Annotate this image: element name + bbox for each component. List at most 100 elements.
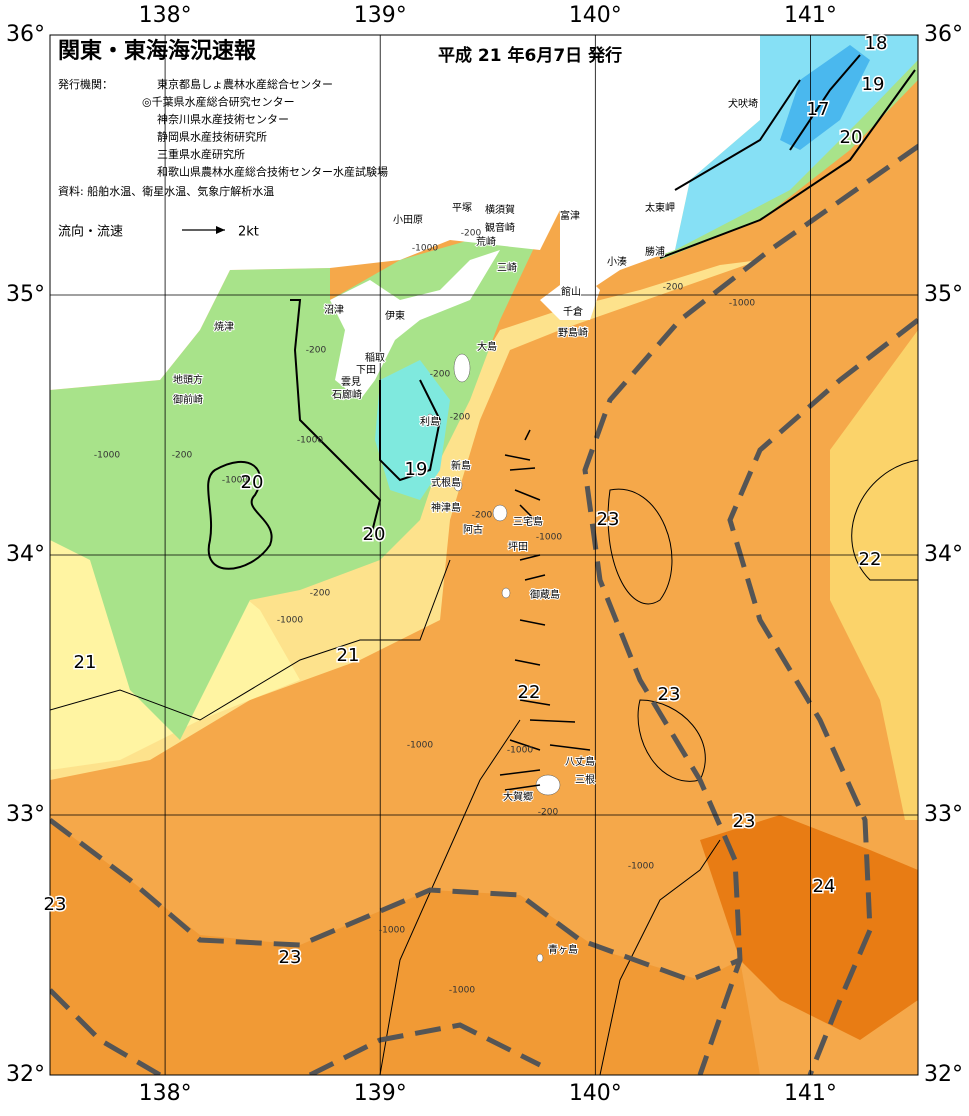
depth-label: -200 [472,511,493,521]
depth-label: -1000 [94,451,120,461]
lon-label-bottom: 138° [139,1081,192,1106]
place-name: 焼津 [214,321,234,333]
depth-label: -200 [430,370,451,380]
lat-label-right: 35° [924,282,963,307]
depth-label: -1000 [412,244,438,254]
place-name: 三根 [575,773,595,786]
depth-label: -1000 [379,926,405,936]
depth-label: -1000 [628,862,654,872]
lat-label-left: 32° [6,1062,45,1087]
depth-label: -200 [538,808,559,818]
place-name: 利島 [420,415,440,428]
legend-label: 流向・流速 [58,224,123,240]
place-name: 大賀郷 [503,790,533,803]
isotherm-label: 24 [813,876,836,897]
lat-label-right: 33° [924,802,963,827]
isotherm-label: 21 [337,645,360,666]
place-name: 御蔵島 [530,588,560,601]
place-name: 御前崎 [173,393,203,406]
publisher: 三重県水産研究所 [157,147,245,161]
lat-label-left: 33° [6,802,45,827]
legend-arrowhead [216,226,225,234]
place-name: 千倉 [563,305,583,318]
place-name: 野島崎 [558,326,588,339]
lon-label-top: 141° [784,3,837,28]
place-name: 犬吠埼 [728,97,758,110]
place-name: 平塚 [452,202,472,214]
lat-label-right: 36° [924,22,963,47]
depth-label: -200 [663,283,684,293]
place-name: 富津 [560,209,580,222]
place-name: 三崎 [497,261,517,274]
isotherm-label: 23 [733,811,756,832]
isotherm-label: 23 [44,894,67,915]
publisher: 和歌山県農林水産総合技術センター水産試験場 [157,165,388,179]
depth-label: -1000 [297,436,323,446]
isotherm-label: 19 [862,74,885,95]
depth-label: -1000 [277,616,303,626]
lon-label-top: 139° [354,3,407,28]
lat-label-left: 34° [6,542,45,567]
place-name: 稲取 [365,352,385,364]
lon-label-top: 140° [569,3,622,28]
isotherm-label: 22 [518,682,541,703]
place-name: 石廊崎 [332,388,362,401]
publisher: 静岡県水産技術研究所 [157,130,267,144]
publisher: ◎千葉県水産総合研究センター [142,95,295,109]
place-name: 伊東 [385,309,405,322]
place-name: 坪田 [508,540,528,553]
place-name: 小田原 [393,214,423,226]
lat-label-right: 34° [924,542,963,567]
place-name: 八丈島 [565,755,595,768]
depth-label: -200 [450,413,471,423]
place-name: 阿古 [463,523,483,536]
depth-label: -1000 [507,746,533,756]
place-name: 勝浦 [645,245,665,258]
issue-date: 平成 21 年6月7日 発行 [438,45,622,66]
place-name: 地頭方 [173,373,203,386]
place-name: 青ヶ島 [548,943,578,956]
depth-label: -200 [310,589,331,599]
lon-label-bottom: 141° [784,1081,837,1106]
isotherm-label: 20 [840,127,863,148]
isotherm-label: 18 [865,33,888,54]
lat-label-left: 35° [6,282,45,307]
depth-label: -1000 [407,741,433,751]
place-name: 下田 [356,365,376,376]
depth-label: -1000 [729,299,755,309]
place-name: 式根島 [431,476,461,489]
place-name: 三宅島 [513,515,543,528]
place-name: 神津島 [431,501,461,514]
lon-label-bottom: 140° [569,1081,622,1106]
depth-label: -200 [306,346,327,356]
source: 資料: 船舶水温、衛星水温、気象庁解析水温 [58,184,274,198]
place-name: 雲見 [341,376,361,388]
publisher-label: 発行機関： [58,77,113,91]
legend-scale: 2kt [238,225,259,240]
isotherm-label: 23 [658,684,681,705]
lat-label-right: 32° [924,1062,963,1087]
place-name: 新島 [451,459,471,472]
place-name: 太東岬 [645,201,675,214]
map-frame [49,34,919,1076]
place-name: 横須賀 [485,203,515,216]
lon-label-bottom: 139° [354,1081,407,1106]
depth-label: -1000 [449,986,475,996]
depth-label: -1000 [536,533,562,543]
publisher: 神奈川県水産技術センター [157,112,289,126]
depth-label: -200 [172,451,193,461]
depth-label: -1000 [222,476,248,486]
lon-label-top: 138° [139,3,192,28]
isotherm-label: 17 [807,99,830,120]
isotherm-label: 23 [279,947,302,968]
place-name: 沼津 [324,303,344,316]
isotherm-label: 19 [405,459,428,480]
title: 関東・東海海況速報 [58,38,257,64]
isotherm-label: 23 [597,509,620,530]
publisher: 東京都島しょ農林水産総合センター [157,77,333,91]
isotherm-label: 22 [859,549,882,570]
isotherm-label: 20 [363,524,386,545]
place-name: 観音崎 [485,221,515,234]
isotherm-label: 21 [74,652,97,673]
